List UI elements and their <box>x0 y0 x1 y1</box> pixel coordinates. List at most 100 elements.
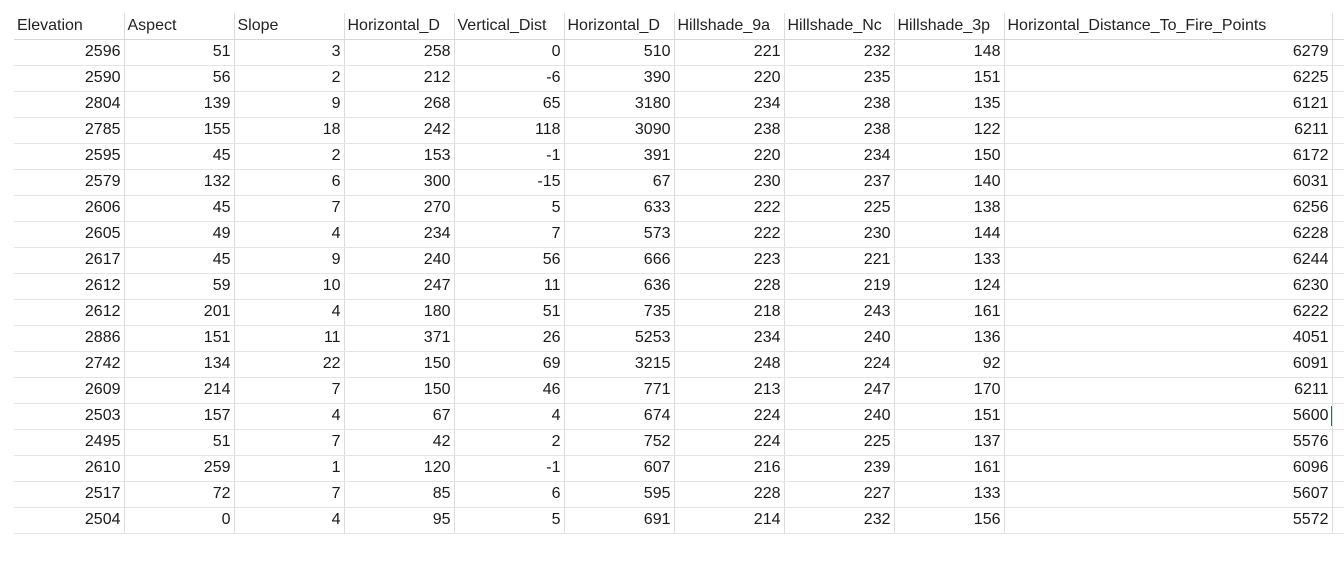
table-cell[interactable]: 2804 <box>14 91 125 118</box>
table-cell[interactable]: 5 <box>454 195 565 222</box>
table-cell[interactable]: 5600 <box>1004 403 1333 430</box>
table-cell[interactable]: 7 <box>234 377 345 404</box>
table-cell[interactable]: 219 <box>784 273 895 300</box>
table-cell[interactable]: 228 <box>674 273 785 300</box>
table-cell[interactable]: 0 <box>454 39 565 66</box>
table-cell[interactable]: 4 <box>234 299 345 326</box>
table-cell[interactable]: 6121 <box>1004 91 1333 118</box>
table-cell[interactable]: -1 <box>454 143 565 170</box>
table-cell[interactable]: -15 <box>454 169 565 196</box>
table-cell[interactable]: 150 <box>894 143 1005 170</box>
table-cell[interactable]: 3180 <box>564 91 675 118</box>
table-cell[interactable]: 135 <box>894 91 1005 118</box>
table-cell[interactable]: 5576 <box>1004 429 1333 456</box>
table-cell[interactable]: 6031 <box>1004 169 1333 196</box>
table-cell[interactable]: 2579 <box>14 169 125 196</box>
table-cell[interactable]: 224 <box>674 403 785 430</box>
table-cell[interactable]: 5572 <box>1004 507 1333 534</box>
table-cell[interactable]: 45 <box>124 195 235 222</box>
table-cell[interactable]: 2605 <box>14 221 125 248</box>
table-cell[interactable]: 225 <box>784 195 895 222</box>
table-cell-next[interactable] <box>1332 221 1344 248</box>
table-cell[interactable]: 2 <box>454 429 565 456</box>
column-header-aspect[interactable]: Aspect <box>124 13 235 40</box>
table-cell[interactable]: 51 <box>124 429 235 456</box>
table-cell[interactable]: 151 <box>124 325 235 352</box>
table-cell[interactable]: 148 <box>894 39 1005 66</box>
table-cell[interactable]: 151 <box>894 65 1005 92</box>
table-cell[interactable]: 6096 <box>1004 455 1333 482</box>
table-cell[interactable]: 6256 <box>1004 195 1333 222</box>
table-cell-next[interactable] <box>1332 91 1344 118</box>
table-cell[interactable]: 56 <box>454 247 565 274</box>
table-cell[interactable]: 6244 <box>1004 247 1333 274</box>
table-cell[interactable]: 11 <box>234 325 345 352</box>
table-cell[interactable]: 157 <box>124 403 235 430</box>
table-cell[interactable]: 155 <box>124 117 235 144</box>
table-cell[interactable]: 633 <box>564 195 675 222</box>
table-cell[interactable]: 510 <box>564 39 675 66</box>
table-cell[interactable]: 234 <box>674 325 785 352</box>
table-cell[interactable]: 390 <box>564 65 675 92</box>
table-cell[interactable]: 151 <box>894 403 1005 430</box>
table-cell[interactable]: 170 <box>894 377 1005 404</box>
table-cell[interactable]: 6230 <box>1004 273 1333 300</box>
table-cell[interactable]: 1 <box>234 455 345 482</box>
table-cell[interactable]: 258 <box>344 39 455 66</box>
table-cell[interactable]: 2742 <box>14 351 125 378</box>
table-cell[interactable]: 222 <box>674 221 785 248</box>
table-cell[interactable]: 221 <box>674 39 785 66</box>
table-cell[interactable]: 51 <box>454 299 565 326</box>
table-cell[interactable]: 240 <box>344 247 455 274</box>
table-cell[interactable]: 2612 <box>14 299 125 326</box>
table-cell[interactable]: 300 <box>344 169 455 196</box>
table-cell-next[interactable] <box>1332 403 1344 430</box>
column-header-next[interactable] <box>1332 13 1344 40</box>
table-cell[interactable]: 67 <box>564 169 675 196</box>
table-cell[interactable]: 2495 <box>14 429 125 456</box>
table-cell[interactable]: 240 <box>784 325 895 352</box>
table-cell[interactable]: 9 <box>234 247 345 274</box>
table-cell[interactable]: 224 <box>674 429 785 456</box>
table-cell[interactable]: 4 <box>234 403 345 430</box>
table-cell[interactable]: 124 <box>894 273 1005 300</box>
table-cell[interactable]: 2785 <box>14 117 125 144</box>
table-cell[interactable]: 3215 <box>564 351 675 378</box>
table-cell[interactable]: 134 <box>124 351 235 378</box>
table-cell[interactable]: 3 <box>234 39 345 66</box>
table-cell[interactable]: 223 <box>674 247 785 274</box>
table-cell[interactable]: 2609 <box>14 377 125 404</box>
table-cell[interactable]: 7 <box>234 195 345 222</box>
table-cell-next[interactable] <box>1332 39 1344 66</box>
table-cell[interactable]: 691 <box>564 507 675 534</box>
table-cell[interactable]: 636 <box>564 273 675 300</box>
table-cell[interactable]: 4 <box>234 221 345 248</box>
column-header-hillshade-9am[interactable]: Hillshade_9a <box>674 13 785 40</box>
table-cell[interactable]: 235 <box>784 65 895 92</box>
table-cell[interactable]: 6222 <box>1004 299 1333 326</box>
table-cell-next[interactable] <box>1332 507 1344 534</box>
table-cell[interactable]: 156 <box>894 507 1005 534</box>
table-cell-next[interactable] <box>1332 143 1344 170</box>
table-cell[interactable]: 259 <box>124 455 235 482</box>
table-cell[interactable]: 2595 <box>14 143 125 170</box>
table-cell[interactable]: 238 <box>784 117 895 144</box>
table-cell[interactable]: 0 <box>124 507 235 534</box>
table-cell[interactable]: -1 <box>454 455 565 482</box>
table-cell[interactable]: 218 <box>674 299 785 326</box>
table-cell[interactable]: 6 <box>454 481 565 508</box>
table-cell[interactable]: 2886 <box>14 325 125 352</box>
table-cell[interactable]: 7 <box>234 429 345 456</box>
table-cell-next[interactable] <box>1332 117 1344 144</box>
table-cell[interactable]: 4 <box>454 403 565 430</box>
table-cell[interactable]: 161 <box>894 455 1005 482</box>
table-cell[interactable]: 268 <box>344 91 455 118</box>
table-cell[interactable]: 18 <box>234 117 345 144</box>
table-cell[interactable]: 216 <box>674 455 785 482</box>
table-cell[interactable]: 371 <box>344 325 455 352</box>
table-cell[interactable]: 6 <box>234 169 345 196</box>
table-cell[interactable]: 5607 <box>1004 481 1333 508</box>
table-cell-next[interactable] <box>1332 481 1344 508</box>
table-cell[interactable]: 45 <box>124 143 235 170</box>
table-cell[interactable]: 595 <box>564 481 675 508</box>
